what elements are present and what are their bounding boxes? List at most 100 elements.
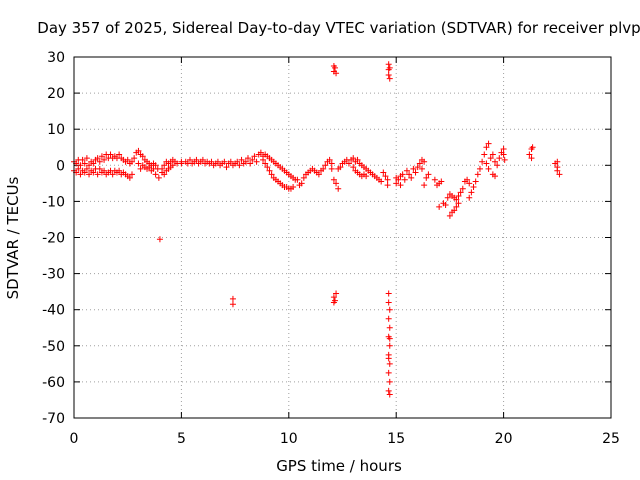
data-point <box>386 342 393 349</box>
data-point <box>109 171 116 178</box>
data-point <box>156 236 163 243</box>
data-point <box>161 162 168 169</box>
x-tick-label: 25 <box>602 431 620 447</box>
data-point <box>386 335 393 342</box>
data-point <box>242 158 249 165</box>
data-point <box>330 294 337 301</box>
data-point <box>257 149 264 156</box>
data-points <box>71 61 563 398</box>
data-point <box>169 162 176 169</box>
data-point <box>423 174 430 181</box>
data-point <box>501 156 508 163</box>
data-point <box>135 147 142 154</box>
data-point <box>466 194 473 201</box>
data-point <box>116 151 123 158</box>
data-point <box>494 162 501 169</box>
data-point <box>386 360 393 367</box>
data-point <box>236 162 243 169</box>
data-point <box>131 155 138 162</box>
data-point <box>416 160 423 167</box>
data-point <box>483 144 490 151</box>
data-point <box>193 156 200 163</box>
data-point <box>107 151 114 158</box>
data-point <box>139 153 146 160</box>
data-point <box>406 171 413 178</box>
data-point <box>384 182 391 189</box>
data-point <box>453 196 460 203</box>
data-point <box>227 158 234 165</box>
data-point <box>244 155 251 162</box>
data-point <box>468 189 475 196</box>
data-point <box>152 171 159 178</box>
x-tick-label: 20 <box>495 431 513 447</box>
data-point <box>128 171 135 178</box>
y-tick-label: -10 <box>42 194 65 210</box>
data-point <box>457 189 464 196</box>
data-point <box>386 324 393 331</box>
data-point <box>556 171 563 178</box>
y-tick-label: -20 <box>42 231 65 247</box>
data-point <box>385 290 392 297</box>
data-point <box>251 153 258 160</box>
data-point <box>229 295 236 302</box>
data-point <box>451 207 458 214</box>
data-point <box>431 176 438 183</box>
data-point <box>378 178 385 185</box>
data-point <box>326 156 333 163</box>
data-point <box>77 162 84 169</box>
data-point <box>330 176 337 183</box>
data-point <box>446 212 453 219</box>
data-point <box>500 151 507 158</box>
data-point <box>385 369 392 376</box>
data-point <box>464 176 471 183</box>
data-point <box>333 180 340 187</box>
y-tick-label: -60 <box>42 375 65 391</box>
data-point <box>436 203 443 210</box>
data-point <box>385 61 392 68</box>
data-point <box>290 183 297 190</box>
data-point <box>481 151 488 158</box>
data-point <box>384 176 391 183</box>
x-tick-label: 0 <box>70 431 79 447</box>
data-point <box>401 176 408 183</box>
data-point <box>444 194 451 201</box>
data-point <box>414 164 421 171</box>
y-tick-label: -70 <box>42 411 65 427</box>
data-point <box>94 155 101 162</box>
data-point <box>229 301 236 308</box>
data-point <box>298 180 305 187</box>
data-point <box>528 155 535 162</box>
data-point <box>333 290 340 297</box>
data-point <box>500 146 507 153</box>
data-point <box>393 180 400 187</box>
data-point <box>385 299 392 306</box>
data-point <box>86 162 93 169</box>
data-point <box>453 203 460 210</box>
data-point <box>249 156 256 163</box>
data-point <box>554 158 561 165</box>
data-point <box>412 169 419 176</box>
data-point <box>395 176 402 183</box>
data-point <box>466 180 473 187</box>
data-point <box>386 378 393 385</box>
data-point <box>208 158 215 165</box>
data-point <box>221 158 228 165</box>
data-point <box>234 158 241 165</box>
data-point <box>101 156 108 163</box>
data-point <box>385 355 392 362</box>
data-point <box>403 167 410 174</box>
data-point <box>328 165 335 172</box>
data-point <box>382 173 389 180</box>
y-tick-label: -40 <box>42 303 65 319</box>
data-point <box>75 165 82 172</box>
data-point <box>135 160 142 167</box>
data-point <box>300 174 307 181</box>
y-axis-label: SDTVAR / TECUs <box>4 176 22 299</box>
data-point <box>315 171 322 178</box>
data-point <box>492 173 499 180</box>
data-point <box>260 156 267 163</box>
x-tick-label: 5 <box>177 431 186 447</box>
data-point <box>350 164 357 171</box>
x-tick-label: 15 <box>387 431 405 447</box>
data-point <box>86 171 93 178</box>
